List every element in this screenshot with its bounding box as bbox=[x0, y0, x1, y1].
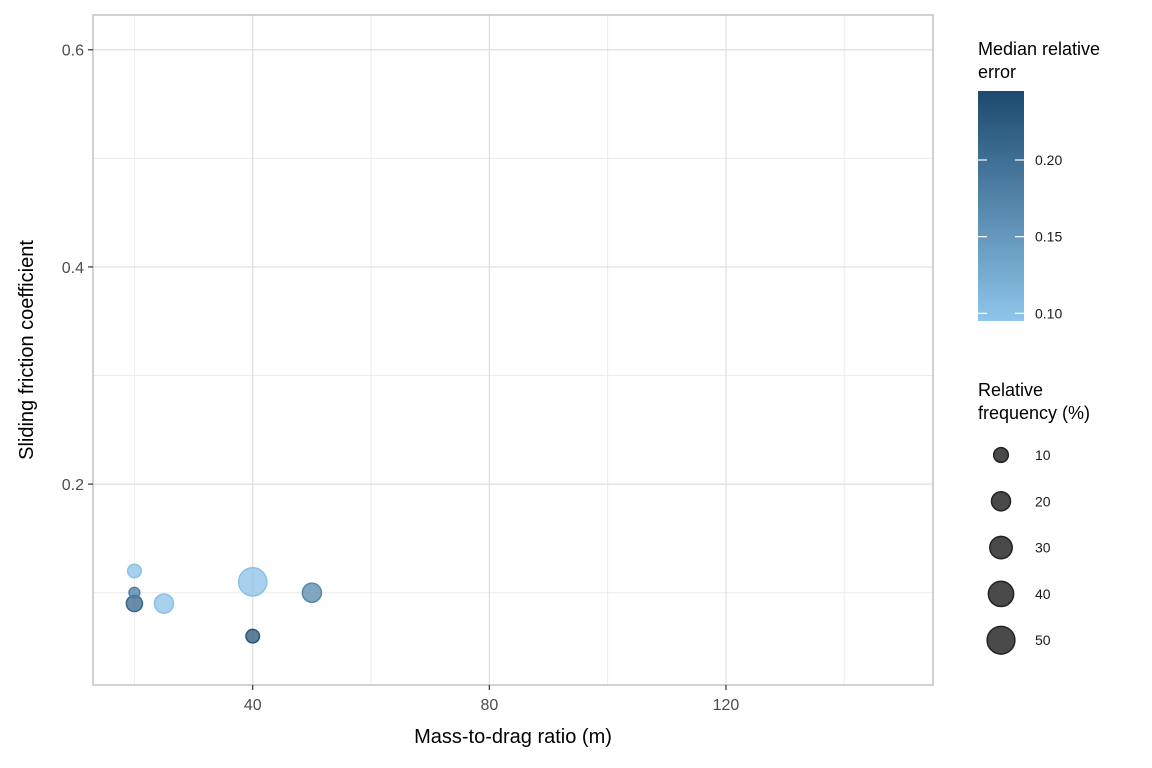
y-tick-label: 0.2 bbox=[62, 477, 84, 494]
size-legend-key bbox=[986, 625, 1016, 655]
size-legend-key bbox=[990, 491, 1012, 512]
size-legend-label: 10 bbox=[1035, 447, 1051, 463]
color-legend-title-line2: error bbox=[978, 62, 1016, 82]
x-tick-label: 40 bbox=[244, 697, 262, 714]
size-legend-label: 20 bbox=[1035, 493, 1051, 509]
data-point bbox=[126, 563, 142, 579]
grid bbox=[93, 15, 933, 685]
y-axis-title: Sliding friction coefficient bbox=[16, 240, 38, 460]
data-point bbox=[245, 628, 261, 644]
color-bar-tick-label: 0.15 bbox=[1035, 229, 1062, 245]
size-legend-label: 30 bbox=[1035, 540, 1051, 556]
axes: 40 80 120 0.2 0.4 0.6 bbox=[62, 43, 740, 714]
size-legend-key bbox=[989, 535, 1013, 560]
size-legend-label: 40 bbox=[1035, 586, 1051, 602]
y-tick-label: 0.6 bbox=[62, 43, 84, 60]
x-axis-title: Mass-to-drag ratio (m) bbox=[414, 726, 612, 748]
size-legend-key bbox=[987, 580, 1015, 608]
color-bar-tick-label: 0.20 bbox=[1035, 152, 1062, 168]
size-legend-title-line1: Relative bbox=[978, 380, 1043, 400]
color-bar bbox=[978, 91, 1024, 321]
size-legend-title-line2: frequency (%) bbox=[978, 403, 1090, 423]
data-point bbox=[237, 566, 268, 597]
x-tick-label: 120 bbox=[713, 697, 740, 714]
data-point bbox=[301, 582, 323, 603]
size-legend-key bbox=[992, 446, 1010, 464]
data-point bbox=[128, 586, 141, 599]
size-legend: Relative frequency (%) 10 20 30 40 50 bbox=[978, 380, 1090, 655]
plot-panel-border bbox=[92, 14, 934, 686]
color-legend: Median relative error 0.10 0.15 0.20 bbox=[978, 39, 1100, 321]
y-tick-label: 0.4 bbox=[62, 260, 84, 277]
data-point bbox=[153, 593, 175, 614]
color-legend-title-line1: Median relative bbox=[978, 39, 1100, 59]
scatter-points bbox=[125, 563, 323, 644]
x-tick-label: 80 bbox=[480, 697, 498, 714]
color-bar-ticks: 0.10 0.15 0.20 bbox=[978, 152, 1062, 321]
color-bar-tick-label: 0.10 bbox=[1035, 305, 1062, 321]
size-legend-label: 50 bbox=[1035, 632, 1051, 648]
size-legend-keys: 10 20 30 40 50 bbox=[986, 446, 1051, 655]
